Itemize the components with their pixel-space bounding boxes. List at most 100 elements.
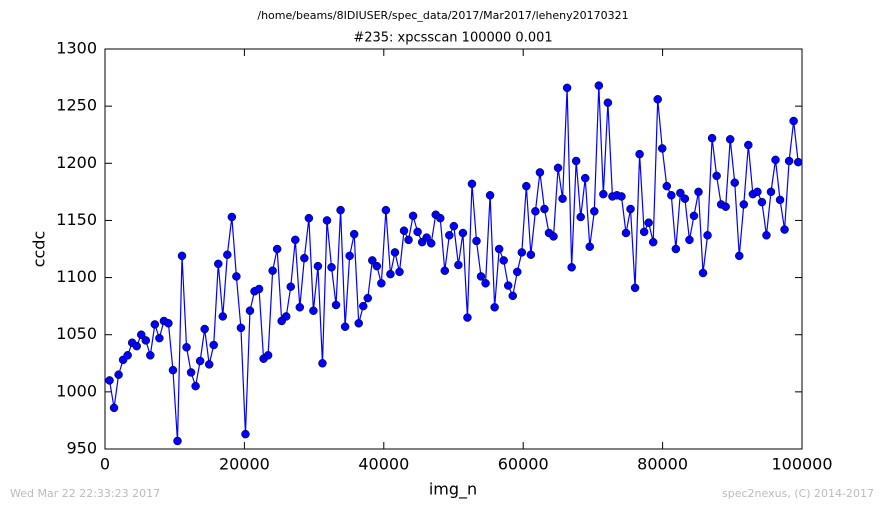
data-point: [517, 248, 527, 257]
chart-title: #235: xpcsscan 100000 0.001: [353, 31, 552, 46]
x-tick-label: 40000: [358, 455, 409, 474]
data-point: [757, 197, 767, 207]
data-point: [214, 259, 223, 269]
data-point: [725, 135, 735, 144]
data-point: [540, 204, 549, 214]
data-point: [558, 194, 567, 203]
data-point: [227, 212, 237, 222]
data-point: [268, 266, 277, 275]
data-point: [322, 216, 332, 225]
data-point: [789, 116, 798, 126]
data-point: [599, 189, 608, 199]
y-axis-label: ccdc: [30, 231, 49, 268]
data-point: [780, 225, 789, 234]
data-point: [186, 368, 196, 377]
data-point: [739, 200, 749, 209]
data-point: [372, 261, 382, 271]
y-tick-label: 1250: [56, 96, 97, 115]
data-point: [123, 351, 132, 360]
data-point: [494, 244, 504, 254]
data-point: [775, 195, 785, 205]
data-point: [445, 231, 454, 240]
data-point: [562, 83, 572, 93]
data-point: [712, 171, 721, 181]
x-tick-label: 60000: [498, 455, 549, 474]
data-point: [744, 140, 753, 150]
x-axis-label: img_n: [429, 480, 477, 500]
data-point: [281, 312, 291, 321]
data-point: [485, 191, 495, 200]
data-point: [762, 231, 771, 240]
data-point: [177, 251, 187, 261]
data-point: [653, 95, 662, 104]
data-point: [408, 211, 418, 221]
data-point: [467, 179, 477, 189]
data-point: [345, 251, 354, 261]
data-point: [223, 250, 232, 259]
data-point: [150, 320, 160, 329]
data-point: [476, 272, 486, 281]
data-point: [195, 356, 205, 366]
data-point: [454, 260, 463, 270]
data-point: [458, 228, 468, 238]
data-point: [390, 248, 400, 257]
data-point: [340, 322, 350, 331]
data-point: [413, 227, 422, 237]
data-point: [164, 319, 173, 328]
y-tick-label: 1150: [56, 210, 97, 229]
data-point: [580, 173, 590, 183]
x-tick-label: 20000: [219, 455, 270, 474]
data-point: [191, 381, 200, 391]
data-point: [703, 231, 712, 240]
data-point: [136, 330, 146, 339]
data-point: [513, 267, 522, 277]
data-point: [304, 213, 314, 223]
data-point: [245, 306, 255, 315]
data-point: [109, 403, 119, 413]
footer-right: spec2nexus, (C) 2014-2017: [722, 487, 874, 500]
data-point: [318, 359, 327, 368]
x-tick-label: 80000: [637, 455, 688, 474]
data-point: [698, 268, 708, 278]
data-point: [662, 181, 672, 191]
y-tick-label: 1100: [56, 267, 97, 286]
data-point: [635, 149, 644, 159]
data-point: [309, 306, 318, 315]
data-point: [793, 157, 802, 167]
data-point: [639, 227, 649, 237]
data-point: [272, 244, 282, 254]
data-point: [503, 281, 513, 290]
data-point: [535, 168, 545, 177]
y-tick-label: 950: [66, 439, 97, 458]
data-point: [694, 187, 703, 197]
data-point: [363, 293, 373, 303]
y-tick-label: 1000: [56, 381, 97, 400]
data-point: [236, 323, 246, 333]
data-point: [232, 272, 241, 281]
data-point: [300, 253, 309, 263]
data-point: [590, 207, 599, 216]
data-point: [549, 232, 558, 241]
data-point: [730, 178, 739, 187]
data-point: [621, 228, 631, 238]
plot-frame: [104, 48, 803, 450]
data-point: [241, 429, 250, 439]
data-point: [626, 204, 635, 214]
data-point: [436, 213, 445, 223]
data-point: [358, 301, 368, 311]
y-tick-label: 1200: [56, 153, 97, 172]
data-point: [472, 236, 481, 246]
data-point: [404, 235, 413, 245]
data-point: [522, 181, 531, 191]
data-point: [354, 319, 363, 328]
data-point: [204, 360, 214, 369]
data-point: [617, 192, 626, 201]
data-point: [680, 194, 690, 203]
data-point: [209, 340, 218, 350]
data-point: [531, 207, 540, 216]
data-point: [771, 155, 780, 165]
data-point: [381, 205, 391, 215]
data-point: [114, 370, 123, 379]
data-point: [155, 333, 164, 343]
